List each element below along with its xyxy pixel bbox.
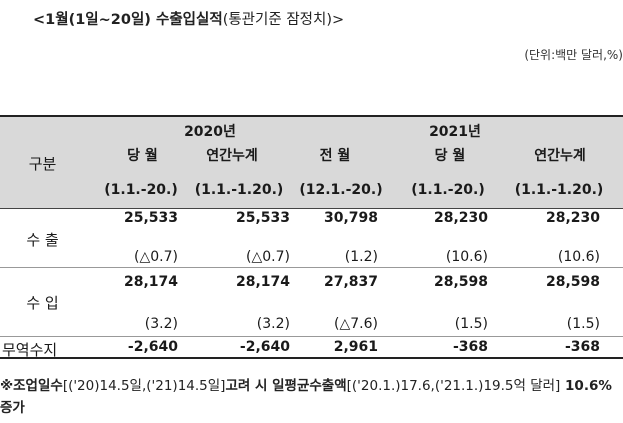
cell-export-change-2020-cumulative: (△0.7) [246,249,290,265]
header-period-prev-month: (12.1.-20.) [299,182,383,198]
cell-import-prev-month: 27,837 [323,274,378,290]
cell-export-change-2021-cumulative: (10.6) [557,249,600,265]
cell-import-2021-month: 28,598 [433,274,488,290]
table-header-divider [0,208,623,209]
cell-import-change-2020-month: (3.2) [144,316,178,332]
row-label-import: 수 입 [26,294,59,312]
row-label-trade-balance: 무역수지 [2,341,58,359]
header-period-2021-month: (1.1.-20.) [411,182,485,198]
column-label-category: 구분 [28,155,57,173]
page-title: <1월(1일~20일) 수출입실적(통관기준 잠정치)> [33,12,345,28]
cell-export-2020-cumulative: 25,533 [235,210,290,226]
header-col-2021-cumulative: 연간누계 [534,148,586,164]
table-bottom-border [0,357,623,359]
row-divider-export [0,267,623,268]
cell-import-2020-cumulative: 28,174 [235,274,290,290]
row-label-export: 수 출 [26,231,59,249]
cell-balance-2020-cumulative: -2,640 [239,339,290,355]
header-col-2020-cumulative: 연간누계 [206,148,258,164]
header-period-2020-month: (1.1.-20.) [104,182,178,198]
unit-note: (단위:백만 달러,%) [524,48,623,62]
cell-import-change-2020-cumulative: (3.2) [256,316,290,332]
cell-balance-2021-cumulative: -368 [564,339,600,355]
cell-export-prev-month: 30,798 [323,210,378,226]
row-divider-import [0,336,623,337]
cell-export-change-2020-month: (△0.7) [134,249,178,265]
cell-export-2021-cumulative: 28,230 [545,210,600,226]
header-year-2020: 2020년 [184,124,236,140]
cell-import-change-2021-cumulative: (1.5) [566,316,600,332]
header-col-prev-month: 전 월 [319,148,351,164]
cell-export-2021-month: 28,230 [433,210,488,226]
header-year-2021: 2021년 [429,124,481,140]
cell-import-2021-cumulative: 28,598 [545,274,600,290]
cell-balance-2020-month: -2,640 [127,339,178,355]
cell-export-change-prev-month: (1.2) [344,249,378,265]
table-header-background [0,115,623,209]
cell-import-2020-month: 28,174 [123,274,178,290]
cell-import-change-prev-month: (△7.6) [334,316,378,332]
cell-export-change-2021-month: (10.6) [445,249,488,265]
header-col-2020-month: 당 월 [127,148,158,164]
footnote: ※조업일수[('20)14.5일,('21)14.5일]고려 시 일평균수출액[… [0,378,612,416]
header-col-2021-month: 당 월 [434,148,466,164]
cell-import-change-2021-month: (1.5) [454,316,488,332]
table-top-border [0,115,623,117]
header-period-2021-cumulative: (1.1.-1.20.) [514,182,604,198]
cell-balance-prev-month: 2,961 [333,339,378,355]
header-period-2020-cumulative: (1.1.-1.20.) [194,182,284,198]
cell-balance-2021-month: -368 [452,339,488,355]
cell-export-2020-month: 25,533 [123,210,178,226]
